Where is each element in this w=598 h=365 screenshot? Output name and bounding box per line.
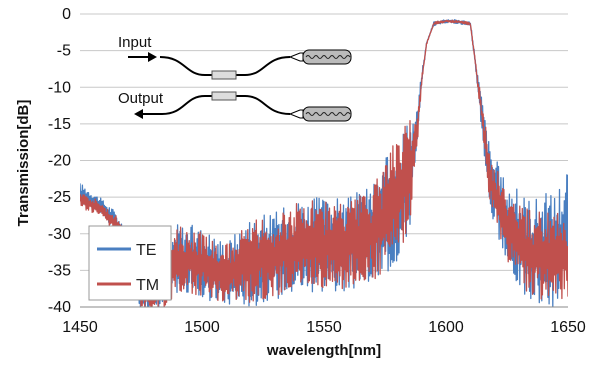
legend-box xyxy=(88,225,172,301)
inset-schematic: Input Output xyxy=(118,34,352,122)
y-tick-label: -40 xyxy=(48,299,71,316)
x-tick-label: 1600 xyxy=(428,319,464,336)
x-tick-label: 1650 xyxy=(550,319,586,336)
y-tick-label: -10 xyxy=(48,79,71,96)
legend: TE TM xyxy=(88,225,172,301)
y-tick-label: -15 xyxy=(48,116,71,133)
output-arrow-icon xyxy=(134,109,162,119)
x-axis-title: wavelength[nm] xyxy=(266,342,381,359)
y-tick-label: -35 xyxy=(48,262,71,279)
upper-coupler xyxy=(211,70,237,80)
y-axis-title: Transmission[dB] xyxy=(15,100,32,227)
y-tick-label: -20 xyxy=(48,153,71,170)
y-tick-label: 0 xyxy=(62,6,71,23)
y-tick-label: -25 xyxy=(48,189,71,206)
x-tick-label: 1500 xyxy=(184,319,220,336)
x-tick-label: 1450 xyxy=(62,319,98,336)
legend-te-label: TE xyxy=(136,242,156,259)
inset-output-label: Output xyxy=(118,90,164,107)
y-tick-label: -30 xyxy=(48,226,71,243)
y-tick-labels: 0 -5 -10 -15 -20 -25 -30 -35 -40 xyxy=(48,6,71,316)
x-tick-labels: 1450 1500 1550 1600 1650 xyxy=(62,319,586,336)
input-arrow-icon xyxy=(128,52,157,62)
legend-tm-label: TM xyxy=(136,277,159,294)
upper-grating xyxy=(302,49,352,65)
lower-coupler xyxy=(211,91,237,101)
inset-input-label: Input xyxy=(118,34,152,51)
x-tick-label: 1550 xyxy=(306,319,342,336)
y-tick-label: -5 xyxy=(57,43,71,60)
lower-grating xyxy=(302,106,352,122)
